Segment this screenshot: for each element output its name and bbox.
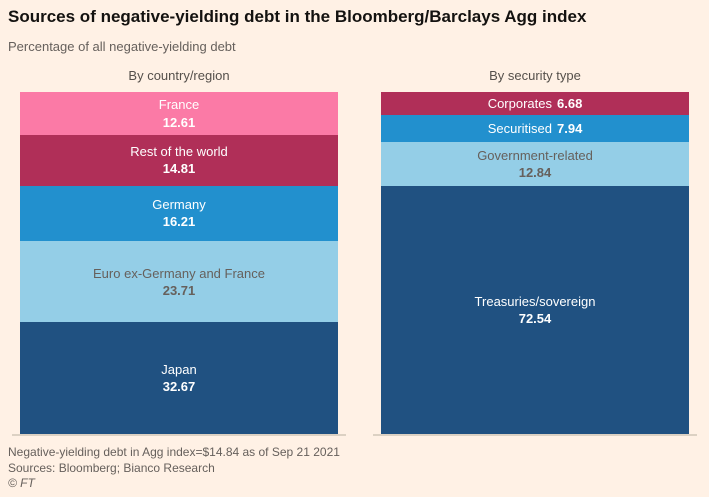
stacked-bar-country: France 12.61 Rest of the world 14.81 Germany… xyxy=(20,92,338,434)
segment-value: 7.94 xyxy=(557,120,583,136)
segment-label: Japan xyxy=(161,361,197,377)
x-axis-line-country xyxy=(12,434,346,436)
bar-segment-euro-ex-germany-and-france: Euro ex-Germany and France 23.71 xyxy=(20,241,338,323)
chart-title-country: By country/region xyxy=(128,68,230,83)
bar-segment-france: France 12.61 xyxy=(20,92,338,136)
segment-value: 14.81 xyxy=(162,161,196,177)
segment-label: Government-related xyxy=(477,147,593,163)
bar-segment-government-related: Government-related 12.84 xyxy=(381,141,689,186)
bar-segment-rest-of-the-world: Rest of the world 14.81 xyxy=(20,135,338,186)
bar-segment-corporates: Corporates 6.68 xyxy=(381,92,689,115)
segment-label: Treasuries/sovereign xyxy=(474,293,596,309)
page-title: Sources of negative-yielding debt in the… xyxy=(8,7,587,26)
bar-segment-germany: Germany 16.21 xyxy=(20,185,338,242)
ft-copyright: © FT xyxy=(8,476,35,490)
segment-value: 72.54 xyxy=(518,310,552,326)
segment-label: Euro ex-Germany and France xyxy=(93,265,265,281)
segment-value: 16.21 xyxy=(162,214,196,230)
bar-segment-japan: Japan 32.67 xyxy=(20,322,338,434)
page-subtitle: Percentage of all negative-yielding debt xyxy=(8,39,236,54)
stacked-bar-security: Corporates 6.68 Securitised 7.94 Government-… xyxy=(381,92,689,434)
segment-value: 6.68 xyxy=(557,95,583,111)
bar-segment-securitised: Securitised 7.94 xyxy=(381,114,689,142)
x-axis-line-security xyxy=(373,434,697,436)
segment-value: 23.71 xyxy=(162,282,196,298)
sources-line: Sources: Bloomberg; Bianco Research xyxy=(8,460,215,475)
segment-label: Rest of the world xyxy=(130,144,228,160)
chart-footer: Negative-yielding debt in Agg index=$14.… xyxy=(8,445,709,492)
segment-label: Germany xyxy=(152,197,206,213)
segment-label: France xyxy=(158,97,200,113)
chart-by-country: By country/region France 12.61 Rest of the… xyxy=(12,68,346,436)
bar-segment-treasuries-sovereign: Treasuries/sovereign 72.54 xyxy=(381,185,689,434)
chart-by-security: By security type Corporates 6.68 Securitis… xyxy=(373,68,697,436)
segment-value: 32.67 xyxy=(162,379,196,395)
segment-label: Securitised xyxy=(487,120,552,136)
footnote: Negative-yielding debt in Agg index=$14.… xyxy=(8,445,340,459)
segment-value: 12.61 xyxy=(162,114,196,130)
chart-title-security: By security type xyxy=(489,68,581,83)
segment-value: 12.84 xyxy=(518,164,552,180)
charts-row: By country/region France 12.61 Rest of the… xyxy=(12,68,709,436)
segment-label: Corporates xyxy=(487,95,552,111)
